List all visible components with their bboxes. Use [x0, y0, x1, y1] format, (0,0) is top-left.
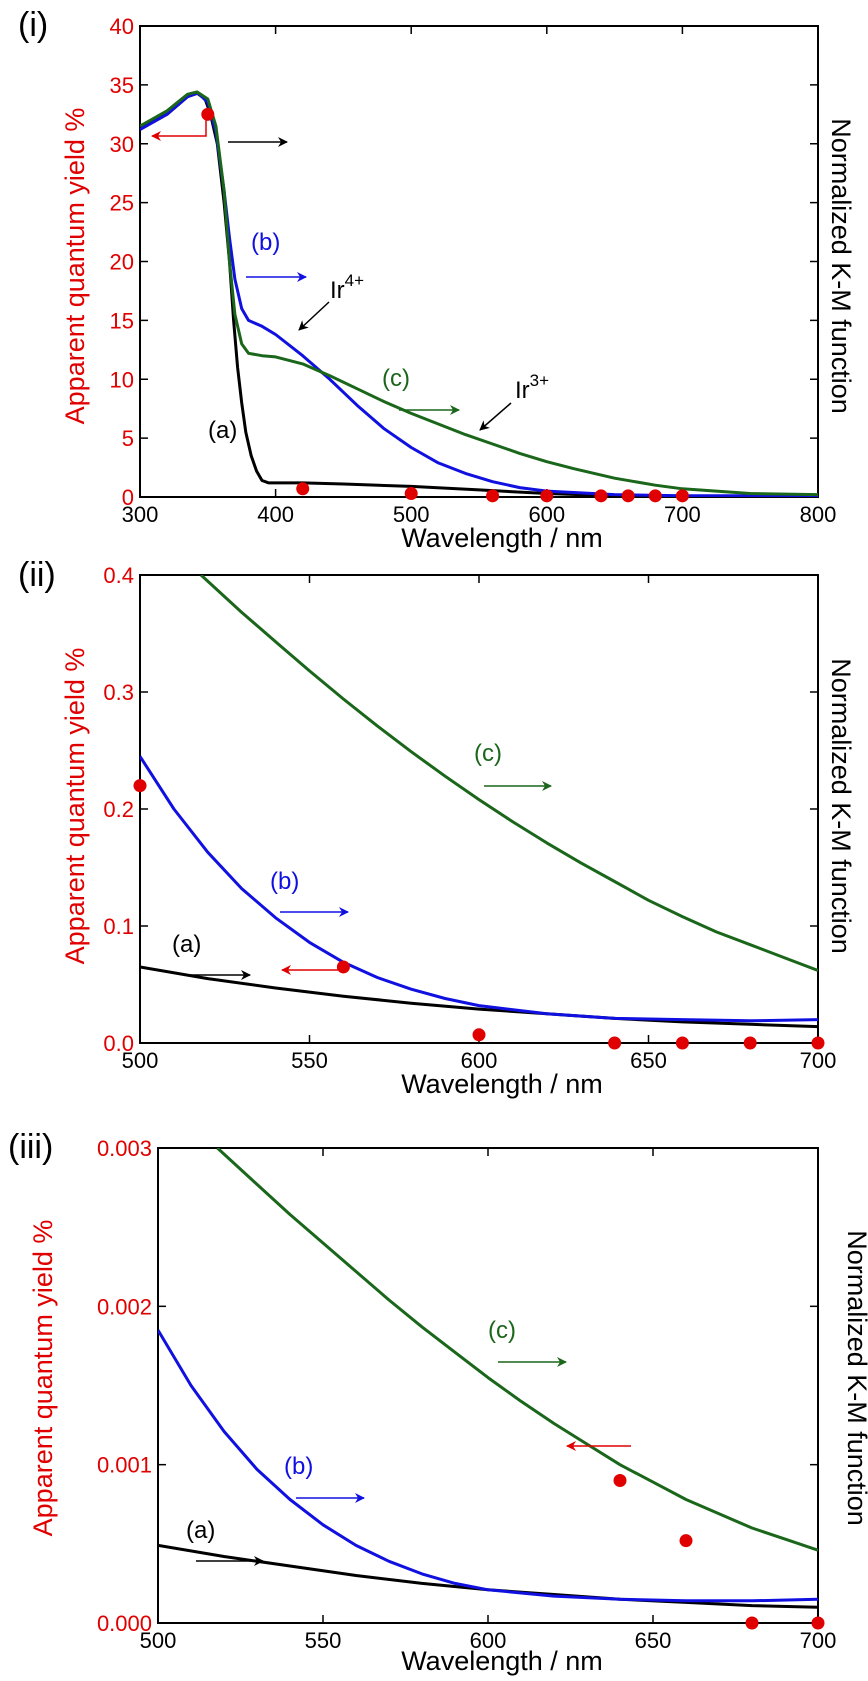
arrow-ir3	[479, 402, 512, 431]
y-axis-left-title-iii: Apparent quantum yield %	[28, 1220, 58, 1537]
y-axis-right-title-i: Normalized K-M function	[826, 118, 856, 414]
x-axis-title-i: Wavelength / nm	[401, 523, 603, 553]
plot-frame	[139, 574, 819, 1044]
panel-iii: (iii) 500 550 600 650 700 0.000 0.001 0.002 0.00…	[8, 1128, 868, 1676]
y-tick-label: 40	[110, 14, 134, 39]
series-line-c	[216, 1148, 818, 1552]
y-tick-label: 10	[110, 367, 134, 392]
label-a-ii: (a)	[172, 931, 201, 958]
panel-ii: (ii) 500 550 600 650 700 0.0 0.1 0.2 0.3 0.4 Wave…	[18, 556, 856, 1099]
label-ir3: Ir3+	[515, 371, 549, 404]
aqy-point	[679, 1534, 693, 1548]
x-tick-label: 600	[528, 502, 565, 527]
aqy-point	[540, 489, 554, 503]
y-tick-label: 0.2	[103, 797, 134, 822]
aqy-point	[743, 1036, 757, 1050]
y-tick-label: 0.3	[103, 680, 134, 705]
aqy-point	[675, 1036, 689, 1050]
y-tick-label: 15	[110, 308, 134, 333]
aqy-point	[336, 960, 350, 974]
series-line-a	[140, 965, 818, 1029]
x-tick-label: 700	[664, 502, 701, 527]
series-line-c	[199, 575, 818, 972]
x-tick-label: 600	[461, 1048, 498, 1073]
x-tick-label: 700	[800, 1628, 837, 1653]
x-tick-label: 550	[291, 1048, 328, 1073]
y-tick-label: 0.000	[97, 1611, 152, 1636]
aqy-point	[811, 1616, 825, 1630]
label-b-iii: (b)	[284, 1453, 313, 1480]
panel-label-ii: (ii)	[18, 556, 56, 594]
series-line-b	[158, 1329, 818, 1603]
y-tick-label: 0.003	[97, 1136, 152, 1161]
y-axis-right-title-iii: Normalized K-M function	[842, 1230, 868, 1526]
aqy-point	[472, 1028, 486, 1042]
x-axis-title-iii: Wavelength / nm	[401, 1646, 603, 1676]
y-tick-label: 0.002	[97, 1294, 152, 1319]
x-tick-label: 400	[257, 502, 294, 527]
series-line-b	[140, 755, 818, 1023]
x-tick-label: 600	[470, 1628, 507, 1653]
plot-area-i: 300 400 500 600 700 800 0 5 10 15 20 25 30 35 40	[110, 14, 837, 527]
aqy-point	[404, 486, 418, 500]
plot-frame	[139, 25, 819, 498]
series-line-a	[140, 91, 818, 497]
y-axis-left-title-i: Apparent quantum yield %	[60, 108, 90, 425]
aqy-point	[133, 779, 147, 793]
aqy-point	[486, 489, 500, 503]
y-tick-label: 0.4	[103, 563, 134, 588]
label-b-ii: (b)	[270, 868, 299, 895]
x-tick-label: 550	[305, 1628, 342, 1653]
x-tick-label: 500	[122, 1048, 159, 1073]
aqy-point	[675, 489, 689, 503]
label-a-i: (a)	[208, 417, 237, 444]
aqy-point	[201, 107, 215, 121]
series-line-c	[140, 90, 818, 497]
aqy-point	[594, 489, 608, 503]
series-line-a	[158, 1543, 818, 1609]
plot-area-iii: 500 550 600 650 700 0.000 0.001 0.002 0.003	[97, 1136, 836, 1653]
y-tick-label: 35	[110, 73, 134, 98]
x-tick-label: 300	[122, 502, 159, 527]
y-tick-label: 0	[122, 485, 134, 510]
aqy-point	[296, 482, 310, 496]
panel-label-iii: (iii)	[8, 1128, 53, 1166]
label-c-iii: (c)	[488, 1317, 516, 1344]
x-tick-label: 650	[630, 1048, 667, 1073]
x-axis-title-ii: Wavelength / nm	[401, 1069, 603, 1099]
y-tick-label: 30	[110, 132, 134, 157]
y-tick-label: 0.001	[97, 1453, 152, 1478]
arrow-aqy-left-i	[151, 114, 207, 141]
aqy-point	[745, 1616, 759, 1630]
aqy-point	[621, 489, 635, 503]
panel-label-i: (i)	[18, 6, 48, 44]
x-tick-label: 500	[140, 1628, 177, 1653]
aqy-point	[648, 489, 662, 503]
y-tick-label: 25	[110, 191, 134, 216]
y-axis-left-title-ii: Apparent quantum yield %	[60, 648, 90, 965]
label-b-i: (b)	[251, 229, 280, 256]
label-ir4: Ir4+	[330, 271, 364, 304]
label-c-i: (c)	[382, 365, 410, 392]
label-c-ii: (c)	[474, 740, 502, 767]
x-tick-label: 500	[393, 502, 430, 527]
y-tick-label: 20	[110, 250, 134, 275]
x-tick-label: 800	[800, 502, 837, 527]
plot-area-ii: 500 550 600 650 700 0.0 0.1 0.2 0.3 0.4	[103, 563, 836, 1073]
x-tick-label: 700	[800, 1048, 837, 1073]
plot-frame	[157, 1147, 819, 1624]
label-a-iii: (a)	[186, 1517, 215, 1544]
series-line-b	[140, 91, 818, 497]
aqy-point	[608, 1036, 622, 1050]
y-tick-label: 0.0	[103, 1031, 134, 1056]
x-tick-label: 650	[635, 1628, 672, 1653]
panel-i: (i) 300 400 500 600 700 800 0 5 10 15 20 25 30 35 40 W…	[18, 6, 856, 553]
y-tick-label: 0.1	[103, 914, 134, 939]
arrow-ir4	[298, 301, 330, 331]
aqy-point	[811, 1036, 825, 1050]
y-tick-label: 5	[122, 426, 134, 451]
aqy-point	[613, 1474, 627, 1487]
y-axis-right-title-ii: Normalized K-M function	[826, 658, 856, 954]
